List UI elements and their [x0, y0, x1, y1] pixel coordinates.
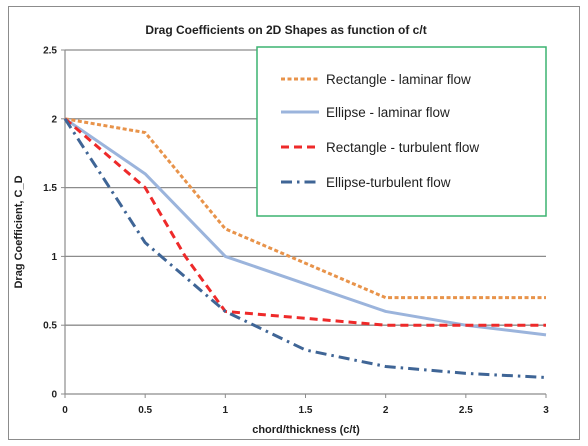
axes	[61, 49, 547, 398]
x-tick-label: 2.5	[459, 405, 473, 416]
series-line-rectangle-laminar-flow	[64, 117, 546, 300]
x-tick-label: 0	[62, 405, 68, 416]
y-tick-label: 2.5	[43, 46, 57, 57]
x-axis-label: chord/thickness (c/t)	[252, 424, 360, 436]
x-tick-label: 1.5	[299, 405, 313, 416]
legend-label: Rectangle - turbulent flow	[326, 140, 479, 155]
legend-label: Ellipse-turbulent flow	[326, 175, 451, 190]
y-tick-label: 0.5	[43, 321, 57, 332]
legend-box	[256, 46, 547, 217]
line-chart: Drag Coefficients on 2D Shapes as functi…	[13, 23, 549, 436]
series-lines	[63, 117, 547, 379]
y-tick-labels: 0 0.5 1 1.5 2 2.5	[43, 46, 57, 401]
legend-items: Rectangle - laminar flow Ellipse - lamina…	[281, 72, 479, 190]
x-tick-label: 2	[383, 405, 389, 416]
x-tick-labels: 0 0.5 1 1.5 2 2.5 3	[62, 405, 549, 416]
legend-label: Rectangle - laminar flow	[326, 72, 471, 87]
y-tick-label: 0	[51, 390, 57, 401]
x-tick-label: 3	[543, 405, 549, 416]
y-tick-label: 2	[51, 114, 57, 125]
x-tick-label: 0.5	[138, 405, 152, 416]
x-tick-label: 1	[223, 405, 229, 416]
legend-label: Ellipse - laminar flow	[326, 105, 450, 120]
chart-frame: Drag Coefficients on 2D Shapes as functi…	[8, 6, 580, 440]
y-tick-label: 1	[51, 252, 57, 263]
y-tick-label: 1.5	[43, 183, 57, 194]
legend: Rectangle - laminar flow Ellipse - lamina…	[256, 46, 547, 217]
chart-title: Drag Coefficients on 2D Shapes as functi…	[145, 23, 426, 37]
y-axis-label: Drag Coefficient, C_D	[13, 175, 25, 288]
